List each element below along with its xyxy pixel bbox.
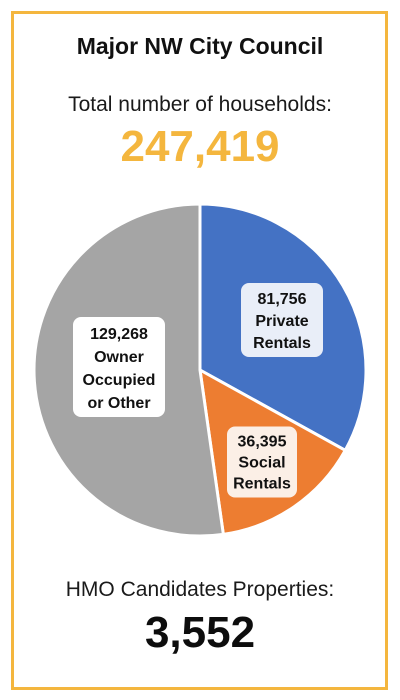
- data-label-owner-occupied-or-other: 129,268 Owner Occupied or Other: [73, 317, 165, 417]
- data-label-line: 36,395: [238, 434, 287, 451]
- data-label-box: [241, 283, 323, 357]
- pie-chart: 81,756 Private Rentals 36,395 Social Rentals 1…: [32, 202, 368, 538]
- data-label-line: Social: [238, 455, 285, 472]
- data-label-line: 129,268: [90, 326, 148, 343]
- households-label: Total number of households:: [68, 93, 332, 116]
- data-label-line: Occupied: [83, 372, 156, 389]
- data-label-box: [227, 426, 297, 498]
- data-label-line: Rentals: [233, 476, 291, 493]
- hmo-value: 3,552: [144, 608, 256, 657]
- data-label-private-rentals: 81,756 Private Rentals: [241, 283, 323, 357]
- chart-title: Major NW City Council: [76, 33, 324, 59]
- data-label-line: Owner: [94, 349, 144, 366]
- data-label-line: 81,756: [258, 291, 307, 308]
- data-label-line: Rentals: [253, 335, 311, 352]
- hmo-label: HMO Candidates Properties:: [65, 578, 335, 601]
- data-label-line: Private: [255, 313, 308, 330]
- data-label-line: or Other: [87, 395, 150, 412]
- households-total: 247,419: [120, 122, 280, 171]
- data-label-social-rentals: 36,395 Social Rentals: [227, 426, 297, 498]
- data-label-box: [73, 317, 165, 417]
